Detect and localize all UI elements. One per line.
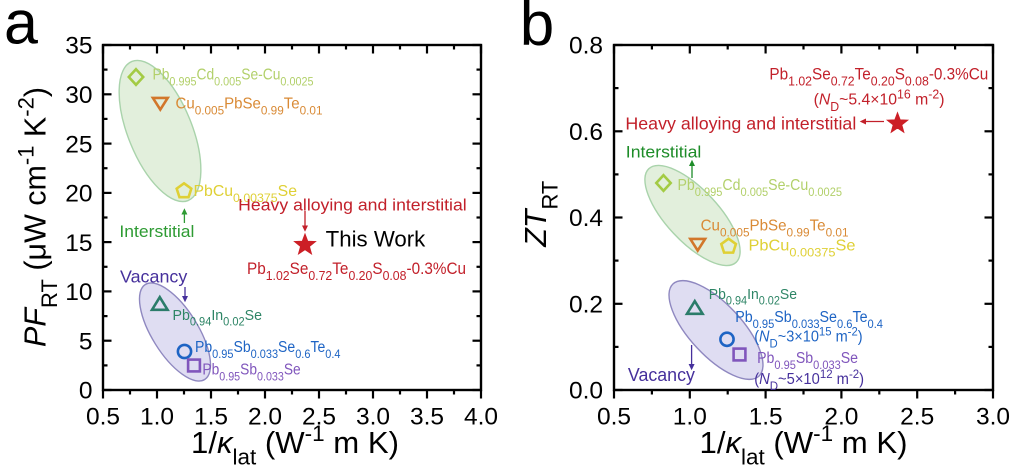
svg-text:Pb0.95Sb0.033Se: Pb0.95Sb0.033Se	[202, 362, 300, 384]
svg-text:(ND~3×1015 m-2): (ND~3×1015 m-2)	[754, 324, 862, 350]
svg-text:3.0: 3.0	[976, 403, 1010, 430]
svg-text:0: 0	[79, 378, 93, 405]
svg-text:ZTRT: ZTRT	[519, 181, 563, 248]
svg-text:a: a	[4, 0, 38, 57]
svg-text:Pb0.94In0.02Se: Pb0.94In0.02Se	[709, 286, 797, 308]
svg-text:0.4: 0.4	[569, 205, 603, 232]
svg-text:30: 30	[65, 82, 92, 109]
svg-text:PbCu0.00375Se: PbCu0.00375Se	[749, 238, 856, 260]
svg-text:2.0: 2.0	[248, 403, 282, 430]
svg-text:Pb0.95Sb0.033Se0.6Te0.4: Pb0.95Sb0.033Se0.6Te0.4	[735, 309, 883, 331]
svg-text:0.5: 0.5	[597, 403, 631, 430]
svg-text:3.0: 3.0	[356, 403, 390, 430]
svg-text:1.5: 1.5	[194, 403, 228, 430]
svg-text:Interstitial: Interstitial	[119, 222, 194, 241]
svg-text:Pb1.02Se0.72Te0.20S0.08-0.3%Cu: Pb1.02Se0.72Te0.20S0.08-0.3%Cu	[247, 260, 466, 283]
svg-text:Cu0.005PbSe0.99Te0.01: Cu0.005PbSe0.99Te0.01	[176, 96, 323, 118]
svg-text:1.5: 1.5	[749, 403, 783, 430]
svg-text:1.0: 1.0	[140, 403, 174, 430]
svg-text:(ND~5.4×1016 m-2): (ND~5.4×1016 m-2)	[814, 87, 945, 114]
svg-text:PbCu0.00375Se: PbCu0.00375Se	[194, 183, 298, 205]
svg-text:Pb0.995Cd0.005Se-Cu0.0025: Pb0.995Cd0.005Se-Cu0.0025	[153, 67, 314, 89]
svg-text:(ND~5×1012 m-2): (ND~5×1012 m-2)	[754, 367, 864, 393]
svg-text:20: 20	[65, 181, 92, 208]
svg-text:4.0: 4.0	[464, 403, 498, 430]
svg-text:0.6: 0.6	[569, 119, 603, 146]
svg-text:Vacancy: Vacancy	[628, 365, 695, 385]
svg-text:1/κlat (W-1 m K): 1/κlat (W-1 m K)	[700, 421, 908, 465]
svg-text:35: 35	[65, 33, 92, 60]
svg-text:0.5: 0.5	[86, 403, 120, 430]
svg-text:Pb0.94In0.02Se: Pb0.94In0.02Se	[173, 307, 263, 329]
svg-text:Pb0.995Cd0.005Se-Cu0.0025: Pb0.995Cd0.005Se-Cu0.0025	[678, 177, 843, 199]
svg-text:1.0: 1.0	[673, 403, 707, 430]
svg-text:Vacancy: Vacancy	[120, 267, 188, 287]
svg-text:15: 15	[65, 230, 92, 257]
svg-text:25: 25	[65, 131, 92, 158]
svg-text:Cu0.005PbSe0.99Te0.01: Cu0.005PbSe0.99Te0.01	[701, 218, 849, 240]
svg-text:This Work: This Work	[326, 227, 427, 252]
svg-text:10: 10	[65, 279, 92, 306]
svg-text:0.0: 0.0	[569, 378, 603, 405]
svg-text:3.5: 3.5	[410, 403, 444, 430]
svg-text:Heavy alloying and interstitia: Heavy alloying and interstitial	[625, 113, 856, 133]
svg-text:2.5: 2.5	[302, 403, 336, 430]
svg-text:Pb0.95Sb0.033Se0.6Te0.4: Pb0.95Sb0.033Se0.6Te0.4	[195, 339, 341, 361]
svg-text:1/κlat (W-1 m K): 1/κlat (W-1 m K)	[191, 421, 399, 465]
svg-text:Pb1.02Se0.72Te0.20S0.08-0.3%Cu: Pb1.02Se0.72Te0.20S0.08-0.3%Cu	[769, 66, 988, 89]
svg-text:b: b	[520, 0, 554, 59]
svg-text:PFRT (μW cm-1 K-2): PFRT (μW cm-1 K-2)	[13, 87, 62, 347]
svg-text:0.2: 0.2	[569, 291, 603, 318]
svg-text:Interstitial: Interstitial	[626, 143, 702, 161]
svg-text:Pb0.95Sb0.033Se: Pb0.95Sb0.033Se	[757, 350, 858, 372]
svg-text:2.0: 2.0	[824, 403, 858, 430]
svg-text:Heavy alloying and interstitia: Heavy alloying and interstitial	[238, 196, 467, 215]
svg-text:0.8: 0.8	[569, 33, 603, 60]
svg-text:2.5: 2.5	[900, 403, 934, 430]
svg-text:5: 5	[79, 328, 93, 355]
